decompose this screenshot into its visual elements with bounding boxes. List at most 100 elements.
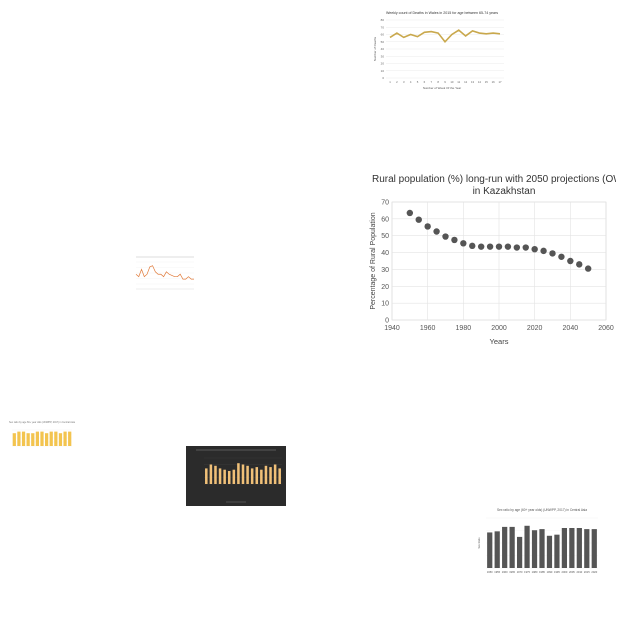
data-point bbox=[504, 243, 512, 250]
data-point bbox=[442, 233, 449, 240]
data-point bbox=[424, 223, 431, 230]
bar bbox=[214, 465, 217, 484]
data-point bbox=[406, 209, 414, 217]
bar bbox=[561, 528, 568, 568]
bar bbox=[223, 469, 226, 484]
bar bbox=[40, 431, 44, 446]
x-tick-label: 2010 bbox=[576, 570, 582, 574]
data-point bbox=[415, 216, 422, 223]
data-point bbox=[540, 247, 547, 255]
bar bbox=[584, 529, 590, 568]
y-tick-label: 30 bbox=[381, 267, 389, 274]
y-axis-label: Percentage of Rural Population bbox=[370, 212, 377, 309]
dark-bar-svg bbox=[196, 449, 282, 503]
x-tick-label: 1965 bbox=[509, 570, 515, 574]
y-tick-label: 70 bbox=[381, 200, 389, 207]
weekly-deaths-svg: Weekly count of Deaths in Wales in 2015 … bbox=[373, 11, 504, 90]
bar bbox=[278, 468, 281, 484]
x-tick-label: 5 bbox=[417, 80, 419, 84]
bar bbox=[232, 469, 236, 484]
sex-ratio-grey-chart: Sex ratio by age (60+ year olds) (UNWPP,… bbox=[476, 504, 600, 578]
x-tick-label: 1975 bbox=[524, 570, 530, 574]
x-tick-label: 12 bbox=[464, 80, 468, 84]
y-axis-label: Sex Ratio bbox=[477, 537, 481, 549]
x-axis-label: Years bbox=[490, 337, 509, 346]
x-tick-label: 2015 bbox=[584, 570, 590, 574]
y-tick-label: 20 bbox=[381, 62, 385, 66]
x-tick-label: 1955 bbox=[494, 570, 500, 574]
x-tick-label: 1980 bbox=[532, 570, 538, 574]
bar bbox=[58, 433, 63, 446]
x-tick-label: 2020 bbox=[527, 325, 543, 332]
data-point bbox=[486, 243, 494, 250]
y-tick-label: 0 bbox=[382, 76, 384, 80]
x-tick-label: 1940 bbox=[384, 325, 400, 332]
x-tick-label: 2005 bbox=[569, 570, 575, 574]
y-tick-label: 10 bbox=[381, 69, 385, 73]
y-axis-label: Number of Deaths bbox=[373, 36, 377, 61]
bar bbox=[209, 464, 213, 484]
x-tick-label: 1950 bbox=[487, 570, 493, 574]
chart-title: Rural population (%) long-run with 2050 … bbox=[372, 174, 616, 197]
bar bbox=[487, 532, 493, 568]
small-line-svg bbox=[135, 256, 194, 290]
x-tick-label: 2000 bbox=[562, 570, 568, 574]
x-tick-label: 1970 bbox=[517, 570, 523, 574]
data-point bbox=[522, 244, 529, 251]
bar bbox=[524, 525, 530, 568]
bar bbox=[49, 431, 53, 446]
bar bbox=[509, 526, 515, 568]
series-line bbox=[389, 29, 501, 43]
data-point bbox=[567, 257, 574, 265]
bar bbox=[227, 471, 231, 484]
bar bbox=[68, 431, 72, 446]
x-tick-label: 2040 bbox=[563, 325, 579, 332]
bar bbox=[269, 467, 272, 484]
x-tick-label: 1990 bbox=[547, 570, 553, 574]
bar bbox=[260, 469, 263, 484]
bar bbox=[273, 464, 277, 484]
chart-title: Sex ratio by age (60+ year olds) (UNWPP,… bbox=[497, 508, 587, 512]
y-tick-label: 50 bbox=[381, 40, 385, 44]
bar bbox=[21, 431, 26, 446]
data-point bbox=[451, 236, 458, 244]
x-tick-label: 1995 bbox=[554, 570, 560, 574]
x-tick-label: 2060 bbox=[598, 325, 614, 332]
x-tick-label: 9 bbox=[444, 80, 446, 84]
data-point bbox=[495, 243, 503, 250]
sex-ratio-yellow-svg: Sex ratio by age 60+ year olds (UNWPP, 2… bbox=[9, 421, 76, 447]
bar bbox=[26, 433, 30, 446]
bar bbox=[205, 468, 208, 484]
sex-ratio-grey-svg: Sex ratio by age (60+ year olds) (UNWPP,… bbox=[477, 508, 598, 574]
data-point bbox=[531, 246, 538, 253]
bar bbox=[45, 433, 49, 446]
x-tick-label: 11 bbox=[457, 80, 460, 84]
y-tick-label: 40 bbox=[381, 47, 385, 51]
x-tick-label: 13 bbox=[471, 80, 475, 84]
x-tick-label: 1985 bbox=[539, 570, 545, 574]
x-tick-label: 14 bbox=[478, 80, 482, 84]
bar bbox=[576, 528, 582, 568]
series-line bbox=[135, 265, 194, 280]
y-tick-label: 60 bbox=[381, 216, 389, 223]
y-tick-label: 40 bbox=[381, 250, 389, 257]
bar bbox=[516, 536, 523, 568]
x-tick-label: 8 bbox=[437, 80, 439, 84]
x-tick-label: 15 bbox=[485, 80, 489, 84]
bar bbox=[250, 468, 254, 484]
bar bbox=[591, 529, 597, 568]
rural-population-chart: Rural population (%) long-run with 2050 … bbox=[366, 168, 616, 350]
x-tick-label: 2 bbox=[396, 80, 398, 84]
sex-ratio-yellow-chart: Sex ratio by age 60+ year olds (UNWPP, 2… bbox=[8, 418, 78, 458]
data-point bbox=[469, 242, 476, 250]
bar bbox=[218, 468, 222, 484]
x-tick-label: 1 bbox=[389, 80, 391, 84]
bar bbox=[246, 465, 249, 484]
x-tick-label: 2000 bbox=[491, 325, 507, 332]
bar bbox=[237, 463, 240, 484]
x-tick-label: 17 bbox=[498, 80, 502, 84]
chart-title: Sex ratio by age 60+ year olds (UNWPP, 2… bbox=[9, 421, 76, 424]
data-point bbox=[576, 261, 583, 268]
bar bbox=[502, 526, 508, 568]
x-tick-label: 7 bbox=[430, 80, 432, 84]
